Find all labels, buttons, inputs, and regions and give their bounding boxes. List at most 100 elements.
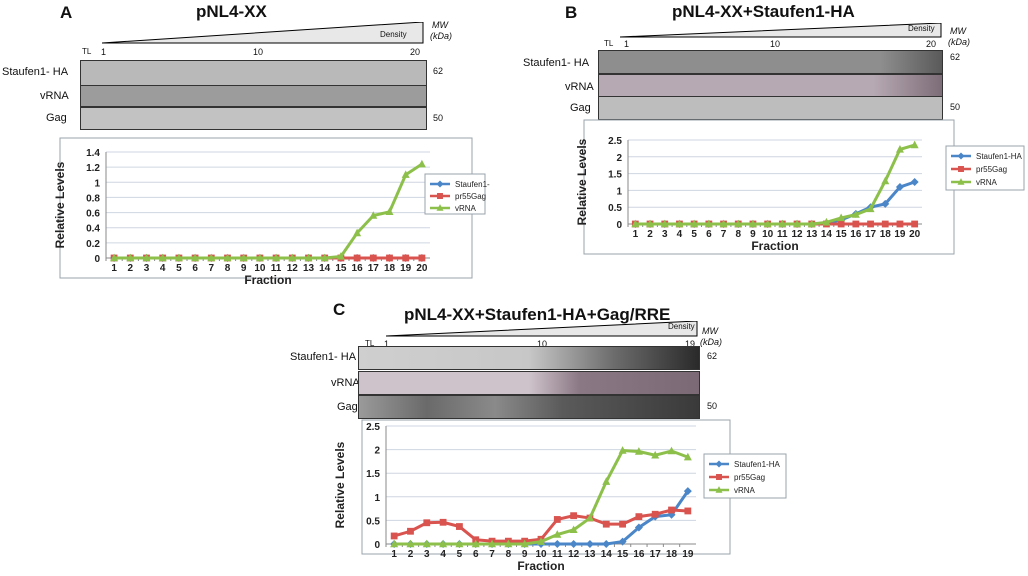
blot-strip [80, 85, 427, 107]
vrna-point [255, 253, 264, 262]
blot-strip [598, 50, 943, 74]
vrna-point [602, 477, 611, 485]
series-vrna [110, 159, 426, 262]
vrna-point [704, 219, 713, 228]
vrna-point [807, 219, 816, 228]
vrna-point [675, 219, 684, 228]
lane-label: vRNA [40, 90, 69, 102]
x-tick-label: 13 [584, 549, 596, 560]
vrna-point [336, 252, 345, 260]
density-label: Density [668, 322, 695, 331]
staufen-point [553, 540, 562, 548]
total-lysate-label: TL [82, 47, 92, 56]
fraction-tick: 20 [926, 39, 937, 49]
panel-letter: A [60, 3, 73, 22]
y-tick-label: 0.5 [366, 516, 380, 527]
panel-title: pNL4-XX+Staufen1-HA+Gag/RRE [404, 305, 671, 324]
x-axis-title: Fraction [244, 273, 291, 287]
vrna-point [174, 253, 183, 262]
legend-label: Staufen1-HA [976, 152, 1022, 161]
x-tick-label: 16 [352, 263, 364, 274]
y-tick-label: 0 [94, 254, 100, 265]
x-tick-label: 7 [721, 229, 727, 240]
density-label: Density [908, 24, 935, 33]
legend-label: pr55Gag [976, 165, 1007, 174]
vrna-point [569, 525, 578, 534]
vrna-point [406, 539, 415, 548]
vrna-point [207, 253, 216, 262]
vrna-point [401, 170, 410, 178]
x-tick-label: 9 [522, 549, 528, 560]
vrna-point [763, 219, 772, 228]
gag-point [911, 220, 919, 228]
blot-strip [358, 395, 700, 419]
x-tick-label: 1 [111, 263, 117, 274]
mw-marker: 62 [433, 66, 444, 76]
mw-label: MW [702, 326, 718, 336]
mw-marker: 50 [707, 401, 718, 411]
vrna-point [631, 219, 640, 228]
y-tick-label: 1 [616, 186, 622, 197]
vrna-point [110, 253, 119, 262]
gag-point [619, 520, 626, 528]
chart-b: 00.511.522.51 2 3 4 5 6 7 8 9 10 11 12 13 14 15 16 17 18 1… [575, 119, 1025, 255]
kda-label: (kDa) [948, 37, 970, 47]
x-tick-label: 19 [894, 229, 906, 240]
vrna-point [866, 204, 875, 213]
vrna-point [683, 452, 692, 461]
gag-point [837, 220, 845, 228]
staufen-point [618, 537, 627, 546]
panel-title: pNL4-XX [196, 2, 267, 21]
legend-marker [957, 152, 965, 160]
y-tick-label: 1.4 [86, 148, 100, 159]
y-tick-label: 0.4 [86, 224, 100, 235]
legend-marker [436, 204, 444, 211]
vrna-point [537, 537, 545, 545]
vrna-point [390, 539, 399, 548]
vrna-point [142, 253, 151, 262]
y-tick-label: 2.5 [608, 136, 622, 147]
legend-label: vRNA [976, 178, 998, 187]
x-tick-label: 2 [647, 229, 653, 240]
x-tick-label: 4 [440, 549, 446, 560]
density-wedge [620, 23, 942, 38]
vrna-point [881, 176, 890, 185]
series-vrna [390, 446, 692, 548]
legend-marker [715, 460, 723, 468]
blot-strip [80, 107, 427, 130]
gag-point [386, 254, 393, 262]
fraction-tick: 10 [537, 339, 548, 349]
y-tick-label: 2.5 [366, 422, 380, 433]
total-lysate-label: TL [604, 39, 614, 48]
lane-label: Gag [337, 401, 358, 413]
series-vrna [631, 140, 919, 228]
gag-point [852, 220, 860, 228]
vrna-point [353, 228, 362, 237]
vrna-point [239, 253, 248, 262]
vrna-point [191, 253, 200, 262]
x-tick-label: 5 [176, 263, 182, 274]
vrna-point [585, 513, 594, 522]
blot-strip [80, 60, 427, 86]
x-tick-label: 2 [128, 263, 134, 274]
legend-label: Staufen1-HA [734, 460, 780, 469]
lane-label: vRNA [565, 81, 594, 93]
x-tick-label: 14 [319, 263, 331, 274]
lane-label: Gag [46, 112, 67, 124]
x-axis-title: Fraction [517, 559, 564, 573]
x-tick-label: 10 [762, 229, 774, 240]
vrna-point [272, 253, 281, 262]
gag-point [896, 220, 904, 228]
vrna-point [748, 219, 757, 228]
x-tick-label: 17 [368, 263, 380, 274]
x-tick-label: 17 [650, 549, 662, 560]
fraction-tick: 1 [624, 39, 630, 49]
fraction-tick: 20 [410, 47, 421, 57]
staufen-point [881, 199, 890, 208]
x-tick-label: 4 [677, 229, 683, 240]
staufen-point [683, 487, 692, 496]
x-tick-label: 11 [777, 229, 788, 240]
blot-strip [358, 346, 700, 370]
vrna-point [618, 446, 627, 454]
gag-point [402, 254, 410, 262]
